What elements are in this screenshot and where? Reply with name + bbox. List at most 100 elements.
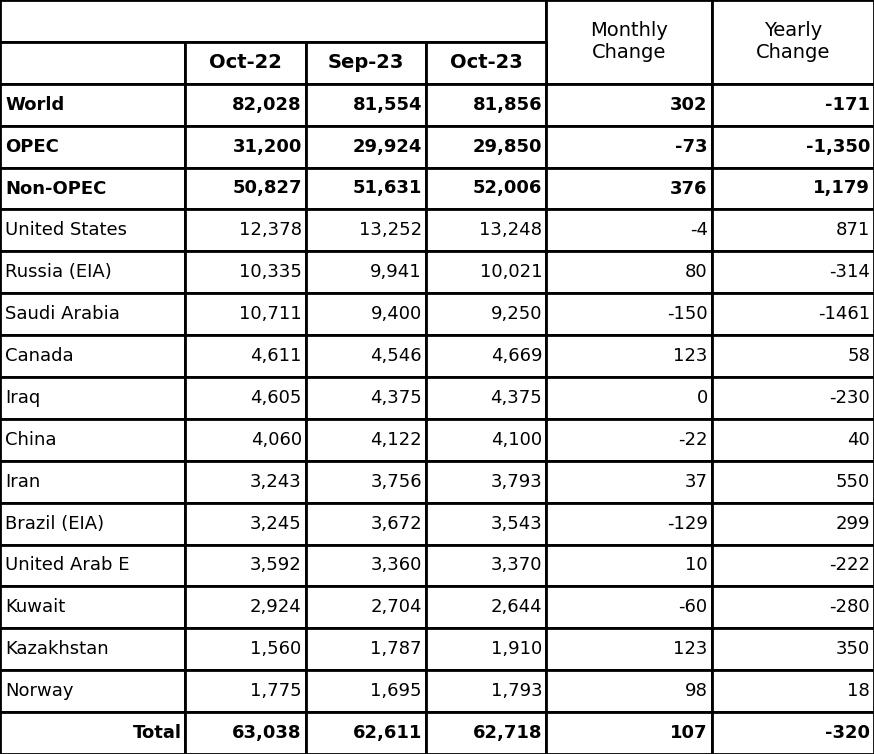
Text: 4,122: 4,122 — [371, 431, 422, 449]
Bar — [546, 251, 711, 293]
Bar — [306, 335, 426, 377]
Text: Kuwait: Kuwait — [5, 599, 66, 616]
Bar — [185, 167, 306, 210]
Text: Non-OPEC: Non-OPEC — [5, 179, 107, 198]
Bar — [306, 419, 426, 461]
Bar — [426, 335, 546, 377]
Bar — [0, 461, 185, 503]
Text: 29,850: 29,850 — [473, 138, 542, 155]
Bar — [426, 126, 546, 167]
Text: 9,250: 9,250 — [490, 305, 542, 323]
Text: 4,611: 4,611 — [250, 347, 302, 365]
Bar — [546, 670, 711, 712]
Bar — [306, 167, 426, 210]
Text: 0: 0 — [697, 389, 708, 407]
Text: 4,100: 4,100 — [491, 431, 542, 449]
Text: -280: -280 — [829, 599, 870, 616]
Text: Oct-23: Oct-23 — [450, 54, 523, 72]
Text: Russia (EIA): Russia (EIA) — [5, 263, 112, 281]
Text: 50,827: 50,827 — [232, 179, 302, 198]
Text: Yearly
Change: Yearly Change — [756, 21, 830, 63]
Bar — [185, 587, 306, 628]
Bar — [0, 628, 185, 670]
Bar — [185, 712, 306, 754]
Bar — [711, 293, 874, 335]
Text: 3,543: 3,543 — [490, 515, 542, 532]
Bar — [185, 251, 306, 293]
Text: -150: -150 — [667, 305, 708, 323]
Bar — [546, 419, 711, 461]
Text: 9,941: 9,941 — [371, 263, 422, 281]
Text: 3,592: 3,592 — [250, 556, 302, 575]
Bar — [546, 461, 711, 503]
Text: Iran: Iran — [5, 473, 40, 491]
Bar — [0, 42, 185, 84]
Bar — [711, 712, 874, 754]
Text: 18: 18 — [847, 682, 870, 700]
Bar — [426, 419, 546, 461]
Text: 3,245: 3,245 — [250, 515, 302, 532]
Text: 13,252: 13,252 — [359, 222, 422, 239]
Bar — [711, 167, 874, 210]
Text: -73: -73 — [675, 138, 708, 155]
Bar — [306, 544, 426, 587]
Text: 2,704: 2,704 — [371, 599, 422, 616]
Text: Norway: Norway — [5, 682, 73, 700]
Bar — [711, 0, 874, 84]
Text: 10,021: 10,021 — [480, 263, 542, 281]
Text: -129: -129 — [667, 515, 708, 532]
Text: 31,200: 31,200 — [232, 138, 302, 155]
Bar — [426, 670, 546, 712]
Text: 350: 350 — [836, 640, 870, 658]
Bar — [185, 335, 306, 377]
Bar — [306, 126, 426, 167]
Bar — [185, 544, 306, 587]
Text: Iraq: Iraq — [5, 389, 40, 407]
Text: 81,856: 81,856 — [473, 96, 542, 114]
Bar — [0, 670, 185, 712]
Bar — [0, 293, 185, 335]
Text: 302: 302 — [670, 96, 708, 114]
Text: OPEC: OPEC — [5, 138, 59, 155]
Text: 37: 37 — [684, 473, 708, 491]
Bar — [185, 670, 306, 712]
Text: 3,793: 3,793 — [490, 473, 542, 491]
Text: 52,006: 52,006 — [473, 179, 542, 198]
Bar — [306, 712, 426, 754]
Bar — [426, 503, 546, 544]
Text: 123: 123 — [673, 640, 708, 658]
Text: Monthly
Change: Monthly Change — [590, 21, 668, 63]
Bar — [426, 84, 546, 126]
Bar — [306, 293, 426, 335]
Bar — [711, 461, 874, 503]
Text: 63,038: 63,038 — [232, 724, 302, 742]
Bar — [546, 126, 711, 167]
Text: 4,375: 4,375 — [490, 389, 542, 407]
Text: 4,546: 4,546 — [371, 347, 422, 365]
Bar — [306, 461, 426, 503]
Bar — [185, 126, 306, 167]
Text: -320: -320 — [825, 724, 870, 742]
Bar — [306, 503, 426, 544]
Text: 51,631: 51,631 — [352, 179, 422, 198]
Bar — [185, 377, 306, 419]
Bar — [0, 544, 185, 587]
Bar — [426, 628, 546, 670]
Text: -171: -171 — [825, 96, 870, 114]
Bar — [546, 210, 711, 251]
Text: 1,793: 1,793 — [490, 682, 542, 700]
Text: 4,669: 4,669 — [490, 347, 542, 365]
Bar — [306, 670, 426, 712]
Text: 40: 40 — [847, 431, 870, 449]
Bar — [306, 84, 426, 126]
Bar — [546, 377, 711, 419]
Bar — [711, 544, 874, 587]
Text: 4,375: 4,375 — [371, 389, 422, 407]
Text: 98: 98 — [684, 682, 708, 700]
Text: 4,060: 4,060 — [251, 431, 302, 449]
Text: 12,378: 12,378 — [239, 222, 302, 239]
Bar — [0, 126, 185, 167]
Text: Oct-22: Oct-22 — [209, 54, 282, 72]
Text: Sep-23: Sep-23 — [328, 54, 404, 72]
Bar — [546, 0, 711, 84]
